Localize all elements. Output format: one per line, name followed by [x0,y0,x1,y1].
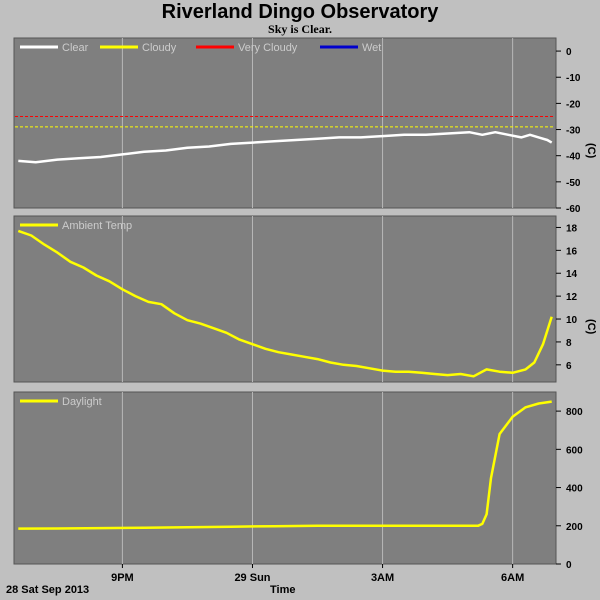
y-tick-label: -40 [566,152,581,163]
x-tick-label: 29 Sun [234,572,270,584]
y-tick-label: -20 [566,99,581,110]
x-tick-label: 9PM [111,572,134,584]
x-tick-label: 6AM [501,572,524,584]
y-tick-label: 400 [566,484,583,495]
y-tick-label: 16 [566,246,578,257]
y-tick-label: -50 [566,178,581,189]
y-tick-label: -30 [566,126,581,137]
y-tick-label: 10 [566,315,578,326]
chart-title: Riverland Dingo Observatory [161,1,439,23]
y-tick-label: 0 [566,47,572,58]
y-axis-label: (C) [585,143,597,159]
plot-area [13,391,557,565]
legend-label-daylight: Daylight [62,396,102,408]
y-tick-label: 18 [566,223,578,234]
legend-label-ambient-temp: Ambient Temp [62,220,132,232]
y-tick-label: 14 [566,269,578,280]
series-line-daylight [18,400,552,530]
y-tick-label: 800 [566,407,583,418]
y-tick-label: 600 [566,445,583,456]
x-tick-label: 3AM [371,572,394,584]
y-tick-label: 12 [566,292,578,303]
legend-label-very-cloudy: Very Cloudy [238,42,298,54]
y-tick-label: 6 [566,361,572,372]
plot-area [13,215,557,383]
y-tick-label: -60 [566,204,581,215]
start-date-label: 28 Sat Sep 2013 [6,584,90,596]
y-tick-label: 200 [566,522,583,533]
y-tick-label: 8 [566,338,572,349]
y-tick-label: -10 [566,73,581,84]
series-line-clear [18,130,553,164]
legend-label-clear: Clear [62,42,89,54]
legend-label-wet: Wet [362,42,381,54]
series-line-ambient-temp [17,229,553,378]
y-axis-label: (C) [585,319,597,335]
y-tick-label: 0 [566,560,572,571]
chart-subtitle: Sky is Clear. [268,22,332,36]
x-axis-label: Time [270,584,296,596]
plot-area [13,37,557,209]
legend-label-cloudy: Cloudy [142,42,177,54]
